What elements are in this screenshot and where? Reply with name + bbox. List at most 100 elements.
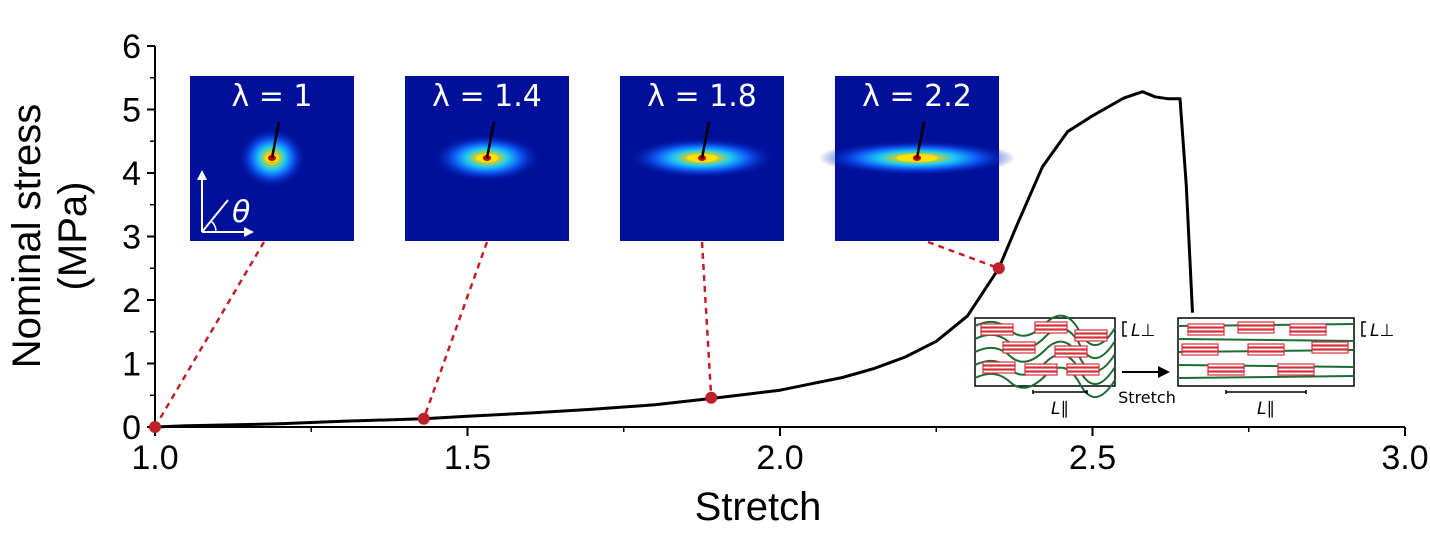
lamella-stack [1237, 321, 1275, 334]
l-par-label: L∥ [1257, 399, 1275, 419]
lamella-stack [1187, 323, 1225, 336]
polymer-chain [1177, 364, 1355, 368]
lamella [1207, 367, 1245, 372]
lamella-stack [1181, 343, 1219, 356]
y-tick-label: 4 [122, 155, 141, 193]
data-point-marker [149, 421, 161, 433]
polymer-chain [1177, 375, 1355, 379]
leader-line [422, 241, 489, 420]
arrowhead-up-icon [197, 170, 207, 180]
lamella [1187, 331, 1225, 336]
lamella-stack [1311, 341, 1349, 354]
lamella-stack [1074, 329, 1108, 342]
lamella [1277, 363, 1315, 368]
lamella [1024, 367, 1058, 372]
lamella [1024, 363, 1058, 368]
lamella-stack [1002, 341, 1036, 354]
lamella [1311, 349, 1349, 354]
beamstop [915, 121, 926, 159]
leader-line [927, 240, 1000, 270]
beamstop [270, 121, 281, 159]
l-perp-label: L⊥ [1131, 321, 1155, 341]
lamella [1311, 345, 1349, 350]
inset-lambda-label: λ = 1.8 [647, 79, 757, 114]
stretch-arrow-label: Stretch [1118, 388, 1176, 407]
y-axis-title-line2: (MPa) [51, 182, 95, 291]
lamella [1207, 371, 1245, 376]
lamella [1277, 367, 1315, 372]
lamella [980, 323, 1014, 328]
lamella [1034, 325, 1068, 330]
lamella [1237, 329, 1275, 334]
data-point-marker [417, 412, 430, 425]
inset-lambda-label: λ = 1.4 [432, 79, 542, 114]
lamella [1054, 349, 1088, 354]
lamella [1002, 349, 1036, 354]
lamella-stack [982, 361, 1016, 374]
lamella [1074, 337, 1108, 342]
lamella [1247, 351, 1285, 356]
lamella [1247, 343, 1285, 348]
l-par-bar [1225, 390, 1307, 394]
lamella-stack [1034, 321, 1068, 334]
lamella [1187, 327, 1225, 332]
lamella [1181, 351, 1219, 356]
schematic-unstretched: L⊥ L∥ [974, 314, 1155, 419]
lamella [1237, 325, 1275, 330]
lamella [1247, 347, 1285, 352]
lamella [1289, 323, 1327, 328]
lamella [982, 369, 1016, 374]
polymer-chain [974, 327, 1116, 359]
lamella [1237, 321, 1275, 326]
inset-axis-diagonal [201, 199, 229, 233]
y-tick-label: 0 [122, 409, 141, 447]
inset-lambda-label: λ = 2.2 [862, 79, 972, 114]
x-tick-label: 1.5 [444, 439, 491, 477]
x-tick-label: 3.0 [1381, 439, 1428, 477]
beamstop [700, 121, 711, 159]
lamella [1066, 371, 1100, 376]
lamella-stack [1207, 363, 1245, 376]
beamstop [485, 121, 496, 159]
y-tick-label: 5 [122, 92, 141, 130]
y-tick-label: 2 [122, 282, 141, 320]
y-tick-label: 3 [122, 219, 141, 257]
schematic-stretched: L⊥ L∥ [1177, 317, 1394, 419]
lamella-stack [1054, 345, 1088, 358]
theta-symbol: θ [232, 195, 250, 230]
y-axis-title-line1: Nominal stress [5, 104, 49, 369]
lamella [1034, 329, 1068, 334]
lamella-stack [1247, 343, 1285, 356]
lamella [980, 331, 1014, 336]
lamella [1002, 341, 1036, 346]
l-perp-bracket [1361, 321, 1366, 337]
lamella-stack [1277, 363, 1315, 376]
lamella [1074, 333, 1108, 338]
leader-lines [153, 240, 1000, 428]
stretch-arrow-icon [1158, 366, 1170, 378]
lamella [1187, 323, 1225, 328]
angle-arc [210, 220, 217, 233]
lamella [1054, 353, 1088, 358]
saxs-insets: λ = 1 θ λ = 1.4 λ = 1.8 λ = 2.2 [190, 76, 1016, 241]
saxs-inset: λ = 1 θ [190, 76, 354, 241]
lamella [1289, 327, 1327, 332]
lamella [1066, 367, 1100, 372]
lamella-schematic: L⊥ L∥ L⊥ L∥ Stretch [974, 314, 1394, 419]
lamella [1034, 321, 1068, 326]
lamella [1181, 343, 1219, 348]
lamella [1289, 331, 1327, 336]
lamella-stack [1024, 363, 1058, 376]
lamella [1311, 341, 1349, 346]
polymer-chain [1177, 338, 1355, 342]
inset-lambda-label: λ = 1 [231, 79, 312, 114]
data-markers [149, 262, 1005, 433]
polymer-chain [974, 366, 1116, 398]
lamella [1207, 363, 1245, 368]
x-axis-title: Stretch [695, 485, 822, 529]
x-tick-label: 2.5 [1069, 439, 1116, 477]
x-tick-label: 2.0 [756, 439, 803, 477]
x-tick-label: 1.0 [131, 439, 178, 477]
lamella-stack [1289, 323, 1327, 336]
l-perp-label: L⊥ [1370, 321, 1394, 341]
